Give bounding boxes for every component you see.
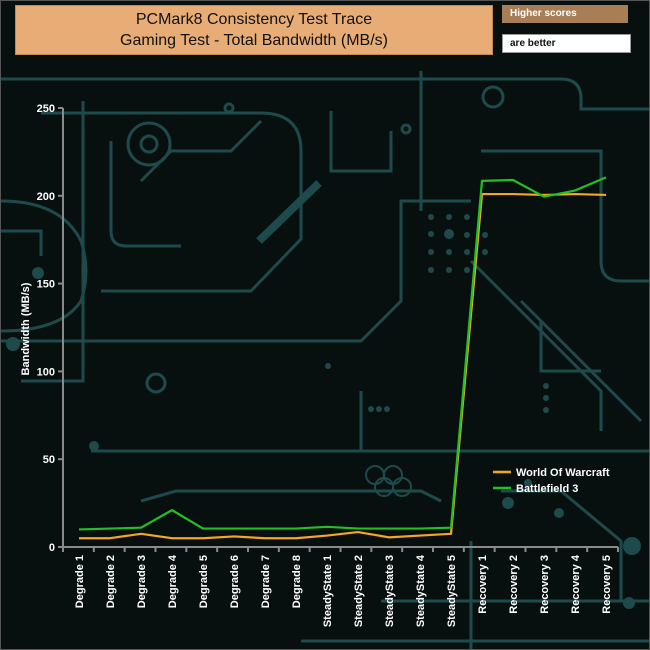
series-line-world-of-warcraft (79, 192, 607, 540)
y-tick-label: 50 (43, 454, 55, 466)
legend-label: Battlefield 3 (516, 483, 578, 495)
x-category-label: Recovery 2 (508, 555, 520, 614)
y-tick-label: 200 (37, 191, 55, 203)
x-category-label: Recovery 4 (570, 554, 582, 614)
x-category-label: Degrade 7 (260, 555, 272, 608)
y-tick-label: 150 (37, 279, 55, 291)
y-tick-label: 250 (37, 103, 55, 115)
x-category-label: Recovery 5 (601, 555, 613, 614)
series-line-battlefield-3 (78, 176, 607, 531)
chart-title-line1: PCMark8 Consistency Test Trace (135, 11, 373, 28)
x-category-label: Degrade 2 (105, 555, 117, 608)
y-axis: 0 50 100 150 200 250 (37, 103, 64, 554)
note-higher-scores: Higher scores (502, 5, 628, 23)
chart-title-line2: Gaming Test - Total Bandwidth (MB/s) (120, 32, 388, 49)
x-category-label: SteadyState 5 (446, 555, 458, 627)
x-category-label: SteadyState 2 (353, 555, 365, 627)
x-category-label: SteadyState 1 (322, 555, 334, 627)
x-axis: Degrade 1 Degrade 2 Degrade 3 Degrade 4 Degr… (62, 546, 619, 627)
legend: World Of Warcraft Battlefield 3 (493, 467, 610, 495)
x-category-label: Degrade 8 (291, 555, 303, 608)
x-category-label: Degrade 1 (74, 555, 86, 608)
series-lines (78, 176, 607, 540)
y-tick-label: 100 (37, 366, 55, 378)
x-category-label: Degrade 5 (198, 555, 210, 608)
x-category-label: Degrade 4 (167, 554, 179, 608)
x-category-label: Degrade 3 (136, 555, 148, 608)
y-axis-title: Bandwidth (MB/s) (20, 282, 32, 375)
x-category-label: SteadyState 4 (415, 554, 427, 627)
note-are-better: are better (502, 34, 631, 53)
chart-title-box: PCMark8 Consistency Test Trace Gaming Te… (15, 5, 493, 55)
legend-label: World Of Warcraft (516, 467, 610, 479)
x-category-label: Recovery 1 (477, 555, 489, 614)
x-category-label: SteadyState 3 (384, 555, 396, 627)
x-category-label: Recovery 3 (539, 555, 551, 614)
x-category-label: Degrade 6 (229, 555, 241, 608)
y-tick-label: 0 (49, 542, 55, 554)
